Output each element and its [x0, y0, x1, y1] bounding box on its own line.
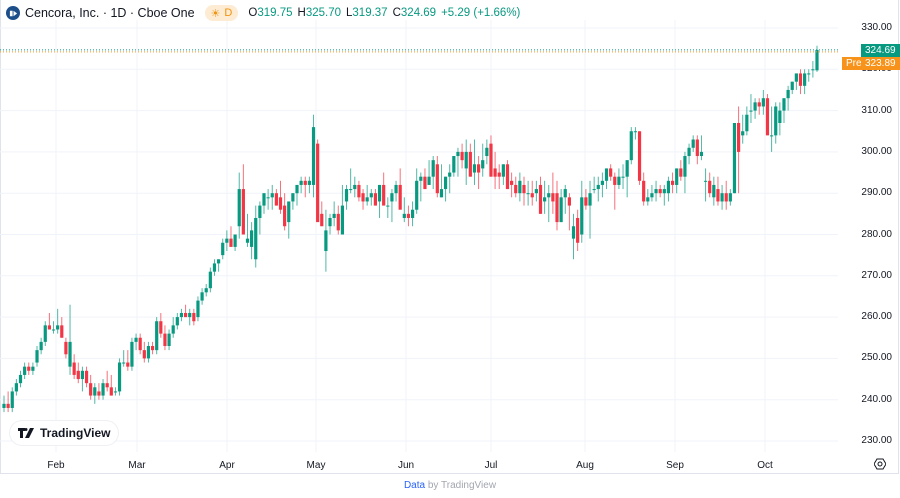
y-axis-label: 230.00	[861, 435, 892, 446]
y-axis-label: 280.00	[861, 228, 892, 240]
symbol-title[interactable]: Cencora, Inc. · 1D · Cboe One	[25, 6, 195, 20]
footer: Data by TradingView	[0, 480, 900, 491]
open-label: O	[248, 7, 258, 19]
x-axis-label: Jun	[397, 460, 415, 471]
y-axis-label: 250.00	[861, 352, 892, 364]
settings-gear-icon[interactable]	[874, 458, 886, 470]
low-value: 319.37	[352, 7, 388, 19]
close-label: C	[392, 7, 401, 19]
y-axis-label: 240.00	[861, 393, 892, 405]
y-axis-label: 270.00	[861, 269, 892, 281]
y-axis-label: 260.00	[861, 311, 892, 323]
y-axis-label: 290.00	[861, 187, 892, 199]
x-axis-label: Oct	[757, 460, 773, 471]
candlestick-chart[interactable]	[0, 0, 900, 474]
y-axis-label: 300.00	[861, 145, 892, 157]
session-badge-label: D	[224, 7, 233, 19]
x-axis-label: Aug	[576, 460, 594, 471]
high-label: H	[297, 7, 306, 19]
candles	[2, 45, 819, 413]
x-axis-label: Sep	[666, 460, 684, 471]
change-value: +5.29 (+1.66%)	[441, 7, 521, 19]
chart-frame	[0, 0, 899, 474]
x-axis-label: Apr	[219, 460, 235, 471]
premarket-label-tag: Pre	[842, 57, 866, 70]
tradingview-logo-text: TradingView	[40, 426, 111, 440]
session-badge[interactable]: ☀ D	[204, 5, 239, 21]
y-axis-label: 310.00	[861, 104, 892, 116]
company-logo-icon	[6, 6, 20, 20]
ohlc-values: O319.75 H325.70 L319.37 C324.69 +5.29 (+…	[248, 7, 520, 19]
price-lines	[0, 49, 840, 53]
chart-header: Cencora, Inc. · 1D · Cboe One ☀ D O319.7…	[6, 4, 520, 22]
sun-icon: ☀	[210, 7, 221, 20]
low-label: L	[346, 7, 353, 19]
y-axis-label: 330.00	[861, 22, 892, 33]
premarket-price-tag: 323.89	[861, 57, 900, 70]
footer-text: by TradingView	[425, 480, 497, 491]
close-value: 324.69	[400, 7, 437, 19]
open-value: 319.75	[257, 7, 293, 19]
x-axis-label: Feb	[47, 460, 65, 471]
data-link[interactable]: Data	[403, 480, 426, 491]
tradingview-logo[interactable]: TradingView	[10, 421, 119, 445]
x-axis-label: May	[306, 460, 326, 471]
last-price-tag: 324.69	[861, 44, 900, 57]
x-axis-label: Mar	[128, 460, 146, 471]
high-value: 325.70	[305, 7, 341, 19]
x-axis-label: Jul	[484, 460, 498, 471]
grid-lines	[0, 20, 838, 452]
tradingview-icon	[18, 428, 34, 438]
